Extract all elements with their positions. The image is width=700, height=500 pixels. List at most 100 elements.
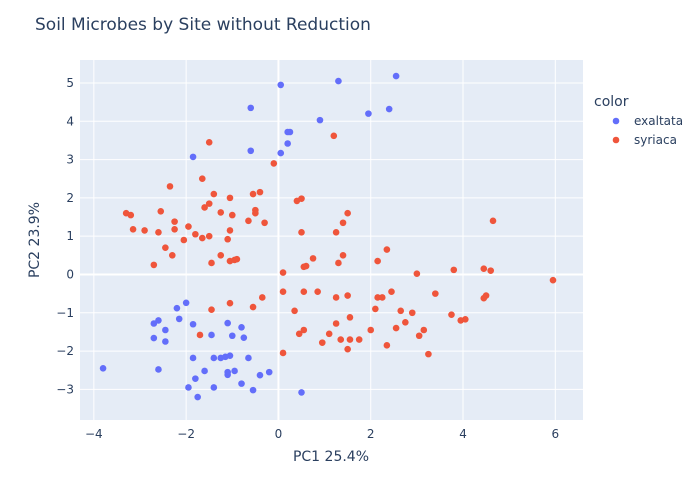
data-point-syriaca (205, 200, 213, 207)
data-point-syriaca (155, 229, 162, 236)
data-point-exaltata (277, 81, 285, 89)
data-point-exaltata (231, 367, 238, 375)
data-point-syriaca (233, 255, 241, 263)
data-point-syriaca (256, 188, 264, 196)
data-point-exaltata (224, 319, 231, 327)
data-point-syriaca (205, 232, 213, 240)
data-point-syriaca (261, 219, 268, 227)
data-point-syriaca (245, 217, 252, 225)
data-point-syriaca (171, 218, 178, 225)
data-point-syriaca (448, 311, 455, 318)
data-point-syriaca (291, 307, 298, 315)
data-point-syriaca (141, 227, 148, 234)
zero-lines (80, 60, 583, 420)
data-point-syriaca (150, 261, 158, 269)
data-point-exaltata (208, 331, 215, 339)
data-point-syriaca (210, 190, 218, 198)
data-point-exaltata (286, 128, 294, 136)
legend-marker-syriaca (612, 136, 620, 144)
y-tick-label: 3 (66, 153, 74, 167)
data-point-syriaca (339, 252, 347, 259)
data-point-syriaca (383, 246, 391, 253)
data-point-syriaca (226, 299, 234, 307)
data-point-syriaca (480, 294, 488, 302)
data-point-syriaca (196, 331, 204, 339)
y-tick-label: 4 (66, 114, 74, 128)
data-point-exaltata (192, 375, 199, 382)
data-point-syriaca (372, 305, 379, 313)
legend: color exaltata syriaca (594, 94, 683, 147)
data-point-syriaca (415, 332, 423, 340)
data-point-syriaca (344, 292, 351, 299)
data-point-syriaca (127, 211, 135, 219)
x-tick-label: 4 (459, 427, 467, 441)
data-point-syriaca (201, 204, 208, 211)
plot-area (80, 60, 583, 420)
data-point-exaltata (249, 386, 257, 394)
y-tick-label: −1 (56, 306, 74, 320)
data-point-exaltata (99, 364, 107, 372)
data-point-exaltata (240, 334, 248, 341)
data-point-syriaca (224, 235, 231, 243)
data-point-syriaca (217, 209, 225, 216)
data-point-exaltata (189, 320, 197, 328)
series-exaltata (99, 72, 400, 401)
data-point-syriaca (332, 294, 340, 301)
x-axis-ticks: −4 −2 0 2 4 6 (85, 427, 559, 441)
data-point-syriaca (332, 320, 340, 327)
y-tick-label: 5 (66, 76, 74, 90)
data-point-syriaca (249, 303, 257, 311)
series-syriaca (122, 132, 557, 358)
data-point-syriaca (185, 223, 192, 230)
data-point-exaltata (182, 299, 190, 307)
data-point-exaltata (150, 334, 158, 342)
legend-title: color (594, 94, 629, 110)
data-point-exaltata (162, 326, 169, 334)
data-point-exaltata (210, 384, 218, 391)
data-point-syriaca (252, 209, 259, 217)
y-tick-label: 2 (66, 191, 74, 205)
data-point-exaltata (175, 315, 183, 323)
data-point-syriaca (208, 306, 215, 314)
data-point-syriaca (367, 326, 375, 334)
data-point-syriaca (226, 227, 234, 234)
data-point-exaltata (210, 354, 218, 362)
data-point-syriaca (226, 194, 234, 202)
data-point-syriaca (198, 234, 206, 242)
data-point-syriaca (420, 326, 428, 334)
data-point-exaltata (238, 324, 245, 331)
data-point-syriaca (330, 132, 338, 140)
gridlines (80, 60, 583, 420)
data-point-syriaca (374, 257, 381, 265)
data-point-exaltata (189, 153, 197, 161)
data-point-exaltata (265, 368, 273, 376)
data-point-syriaca (279, 288, 287, 296)
data-point-syriaca (402, 319, 409, 326)
data-point-syriaca (166, 183, 174, 190)
data-point-syriaca (332, 229, 340, 236)
data-point-exaltata (226, 352, 234, 359)
data-point-exaltata (298, 389, 305, 396)
data-point-syriaca (129, 225, 137, 233)
data-point-exaltata (228, 332, 236, 340)
data-point-exaltata (185, 384, 192, 391)
data-point-exaltata (155, 366, 162, 373)
data-point-syriaca (383, 342, 391, 349)
data-point-exaltata (277, 149, 285, 157)
data-point-syriaca (300, 288, 308, 296)
data-point-exaltata (385, 105, 393, 113)
x-axis-title: PC1 25.4% (293, 449, 369, 465)
x-tick-label: 6 (551, 427, 559, 441)
data-point-exaltata (247, 104, 255, 112)
data-point-exaltata (201, 367, 208, 375)
data-point-syriaca (318, 339, 326, 346)
x-tick-label: 0 (275, 427, 283, 441)
legend-marker-exaltata (612, 117, 620, 125)
data-point-syriaca (450, 266, 458, 274)
data-point-syriaca (549, 276, 557, 284)
data-point-syriaca (298, 195, 305, 202)
y-axis-ticks: −3 −2 −1 0 1 2 3 4 5 (56, 76, 74, 396)
data-point-syriaca (425, 350, 432, 358)
data-point-syriaca (249, 190, 257, 198)
data-point-syriaca (279, 349, 287, 357)
